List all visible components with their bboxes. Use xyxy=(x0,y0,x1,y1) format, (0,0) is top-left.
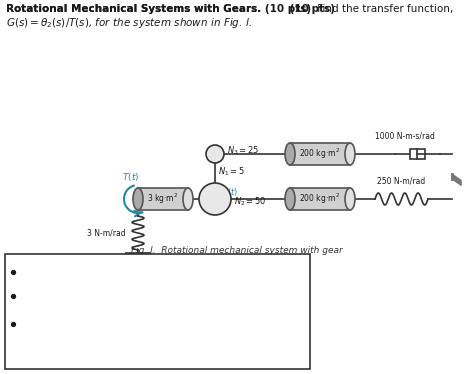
Text: (4 pts): (4 pts) xyxy=(246,267,280,276)
Ellipse shape xyxy=(345,143,355,165)
Text: Fig. l.  Rotational mechanical system with gear: Fig. l. Rotational mechanical system wit… xyxy=(131,246,343,255)
Circle shape xyxy=(206,145,224,163)
Bar xyxy=(290,143,350,165)
Ellipse shape xyxy=(285,188,295,210)
Ellipse shape xyxy=(133,188,143,210)
Ellipse shape xyxy=(285,143,295,165)
Text: $N_3 = 25$: $N_3 = 25$ xyxy=(227,145,259,157)
Text: $T(t)$: $T(t)$ xyxy=(122,171,139,183)
Text: (3 pts): (3 pts) xyxy=(198,319,232,328)
Text: $\theta_2(t)$: $\theta_2(t)$ xyxy=(218,186,238,199)
Bar xyxy=(410,149,425,159)
Text: 1000 N-m-s/rad: 1000 N-m-s/rad xyxy=(375,131,435,140)
Text: and Laplace space: and Laplace space xyxy=(23,297,110,307)
Text: (3 pts): (3 pts) xyxy=(101,297,135,307)
Ellipse shape xyxy=(183,188,193,210)
Bar xyxy=(138,188,188,210)
Text: Find the transfer function,: Find the transfer function, xyxy=(314,4,453,14)
Text: (10: (10 xyxy=(286,4,309,14)
Text: 250 N-m/rad: 250 N-m/rad xyxy=(377,176,425,185)
Text: Write the transfer function on terms of s: Write the transfer function on terms of … xyxy=(23,319,209,328)
Bar xyxy=(290,188,350,210)
Text: Draw the free-body torque for each subsystem: Draw the free-body torque for each subsy… xyxy=(23,267,238,276)
Text: $N_1 = 5$: $N_1 = 5$ xyxy=(218,166,245,178)
Text: Draw the governing equations for each subsystem in real: Draw the governing equations for each su… xyxy=(23,285,284,294)
Bar xyxy=(5,254,310,369)
Text: Rotational Mechanical Systems with Gears. (10 pts): Rotational Mechanical Systems with Gears… xyxy=(6,4,311,14)
Ellipse shape xyxy=(345,188,355,210)
Text: 3 N-m/rad: 3 N-m/rad xyxy=(87,229,126,237)
Text: 200 kg·m$^2$: 200 kg·m$^2$ xyxy=(300,192,340,206)
Text: 200 kg·m$^2$: 200 kg·m$^2$ xyxy=(300,147,340,161)
Text: $N_2 = 50$: $N_2 = 50$ xyxy=(234,196,266,208)
Text: $G(s) = \theta_2(s)/T(s)$, for the system shown in Fig. l.: $G(s) = \theta_2(s)/T(s)$, for the syste… xyxy=(6,16,252,30)
Text: Rotational Mechanical Systems with Gears.: Rotational Mechanical Systems with Gears… xyxy=(6,4,261,14)
Text: pts): pts) xyxy=(308,4,335,14)
Text: 3 kg·m$^2$: 3 kg·m$^2$ xyxy=(147,192,179,206)
Circle shape xyxy=(199,183,231,215)
